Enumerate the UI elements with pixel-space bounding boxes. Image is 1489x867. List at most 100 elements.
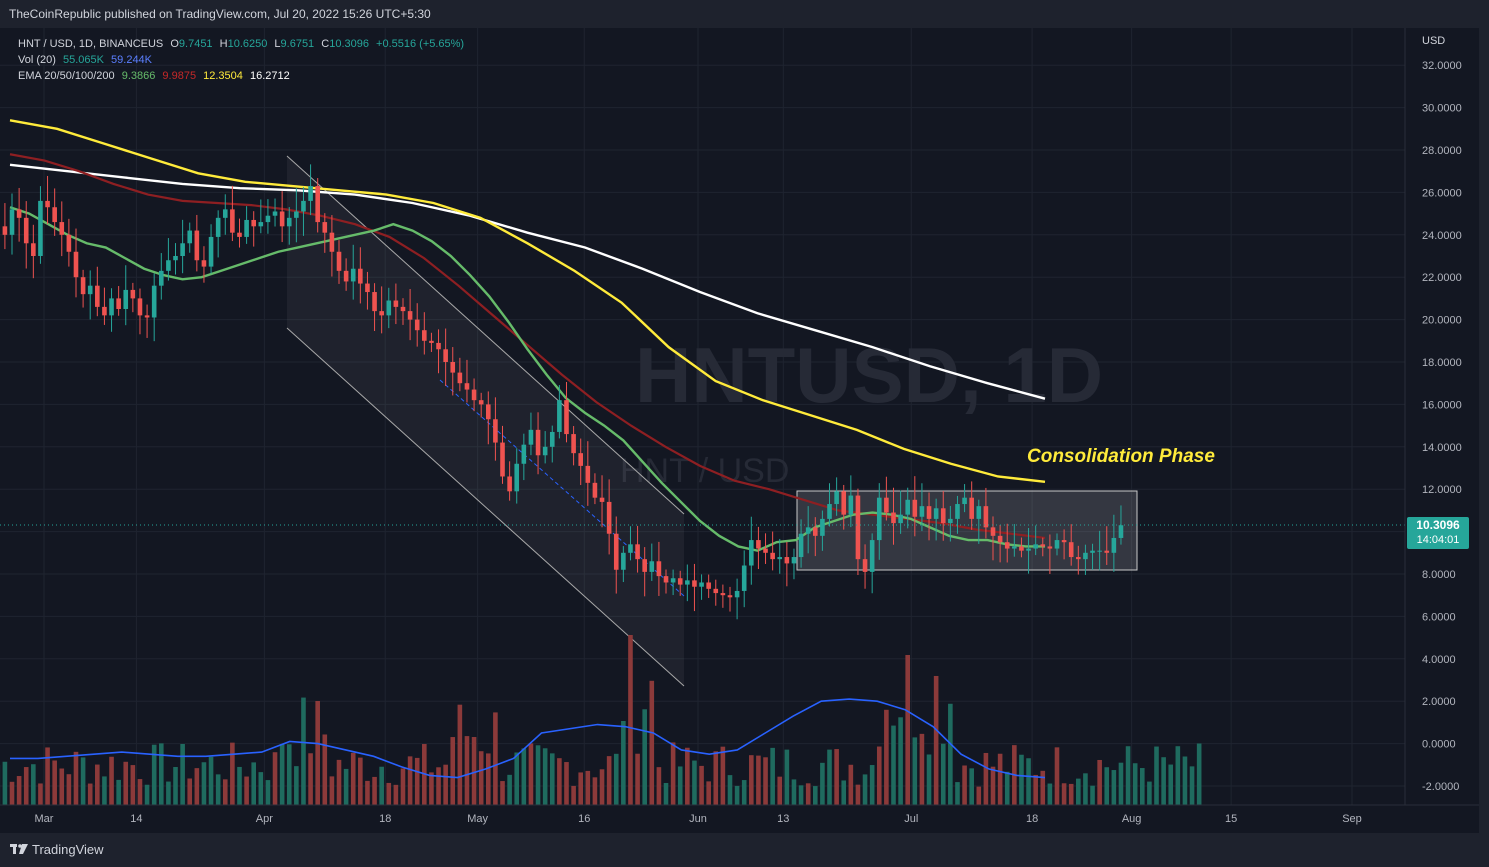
volume-bar	[955, 782, 960, 805]
symbol-label[interactable]: HNT / USD, 1D, BINANCEUS	[18, 38, 164, 50]
volume-bar	[734, 785, 740, 805]
candle-body	[1061, 540, 1067, 543]
volume-bar	[95, 764, 100, 805]
candle-body	[891, 512, 896, 524]
ema-label[interactable]: EMA 20/50/100/200	[18, 70, 115, 82]
x-tick-label: 18	[379, 813, 391, 825]
volume-bar	[1132, 763, 1138, 805]
candle-body	[194, 230, 200, 261]
volume-bar	[1168, 764, 1174, 805]
consolidation-box	[796, 490, 1138, 571]
volume-bar	[1118, 762, 1124, 805]
candle-body	[898, 514, 903, 524]
volume-row[interactable]: Vol (20) 55.065K 59.244K	[18, 52, 464, 68]
ema20-value: 9.3866	[121, 70, 156, 82]
current-price-value: 10.3096	[1416, 518, 1460, 532]
volume-bar	[180, 743, 185, 805]
tradingview-brand: TradingView	[32, 842, 104, 858]
channel-fill	[287, 156, 684, 686]
candle-body	[301, 200, 306, 212]
volume-bar	[670, 742, 676, 805]
volume-bar	[855, 784, 861, 805]
volume-bar	[898, 717, 903, 805]
candle-body	[38, 200, 43, 256]
candle-body	[379, 311, 384, 316]
candle-body	[315, 186, 320, 223]
volume-value: 55.065K	[62, 54, 104, 66]
volume-bar	[400, 768, 406, 805]
candle-body	[841, 491, 847, 515]
candle-body	[294, 211, 299, 218]
candle-body	[969, 497, 974, 519]
volume-bar	[599, 769, 605, 805]
volume-bar	[301, 697, 306, 805]
candle-body	[663, 576, 669, 583]
volume-bar	[151, 744, 157, 805]
candle-body	[635, 544, 640, 560]
volume-bar	[969, 768, 974, 805]
volume-bar	[343, 768, 349, 805]
volume-bar	[827, 749, 832, 805]
candle-body	[102, 306, 107, 316]
candle-body	[73, 251, 79, 278]
tradingview-logo-icon	[10, 843, 28, 854]
volume-label[interactable]: Vol (20)	[18, 54, 56, 66]
candle-body	[286, 217, 292, 227]
ema-row[interactable]: EMA 20/50/100/200 9.3866 9.9875 12.3504 …	[18, 68, 464, 84]
candle-body	[336, 251, 342, 271]
volume-bar	[137, 779, 143, 805]
x-tick-label: Jun	[689, 813, 707, 825]
candle-body	[358, 268, 363, 284]
volume-bar	[841, 780, 847, 805]
chart-panel[interactable]: HNTUSD, 1D HNT / USD Consolidation Phase 32…	[0, 28, 1479, 833]
candle-body	[144, 315, 150, 318]
published-info: TheCoinRepublic published on TradingView…	[9, 7, 431, 21]
candle-body	[244, 219, 249, 237]
volume-bar	[485, 753, 491, 805]
volume-bar	[649, 680, 655, 805]
candle-body	[215, 217, 221, 237]
price-scale-currency[interactable]: USD	[1422, 35, 1446, 47]
tradingview-logo[interactable]: TradingView	[10, 841, 104, 857]
candle-body	[208, 236, 214, 267]
volume-bar	[16, 776, 22, 805]
volume-bar	[1090, 785, 1095, 805]
current-price-tag: 10.3096 14:04:01	[1407, 517, 1469, 549]
volume-bar	[350, 752, 356, 805]
volume-bar	[919, 733, 925, 805]
volume-bar	[379, 766, 384, 805]
volume-bar	[201, 762, 207, 805]
candle-body	[805, 527, 811, 534]
volume-bar	[258, 772, 264, 805]
volume-bar	[663, 782, 669, 805]
candle-body	[933, 508, 939, 519]
volume-bar	[1196, 743, 1202, 805]
volume-bar	[1026, 758, 1031, 805]
candle-body	[763, 548, 768, 553]
volume-bar	[1189, 766, 1195, 805]
volume-bar	[585, 770, 591, 805]
volume-bar	[52, 760, 57, 805]
volume-bar	[315, 700, 320, 805]
ema100-line	[9, 119, 1046, 483]
volume-bar	[549, 753, 555, 805]
candle-body	[478, 400, 484, 405]
candle-body	[827, 504, 832, 519]
candle-body	[386, 300, 392, 316]
volume-bar	[59, 768, 65, 805]
candle-body	[962, 497, 967, 505]
volume-bar	[535, 745, 541, 805]
volume-bar	[9, 781, 15, 805]
candle-body	[1118, 525, 1124, 538]
y-tick-label: 14.0000	[1422, 442, 1462, 454]
candle-body	[1090, 550, 1095, 553]
candle-body	[123, 289, 129, 309]
volume-bar	[429, 772, 434, 805]
symbol-row[interactable]: HNT / USD, 1D, BINANCEUS O9.7451 H10.625…	[18, 36, 464, 52]
volume-bar	[834, 749, 839, 805]
candle-body	[87, 285, 93, 295]
volume-bar	[336, 759, 342, 805]
y-tick-label: 32.0000	[1422, 60, 1462, 72]
candle-body	[258, 222, 264, 227]
